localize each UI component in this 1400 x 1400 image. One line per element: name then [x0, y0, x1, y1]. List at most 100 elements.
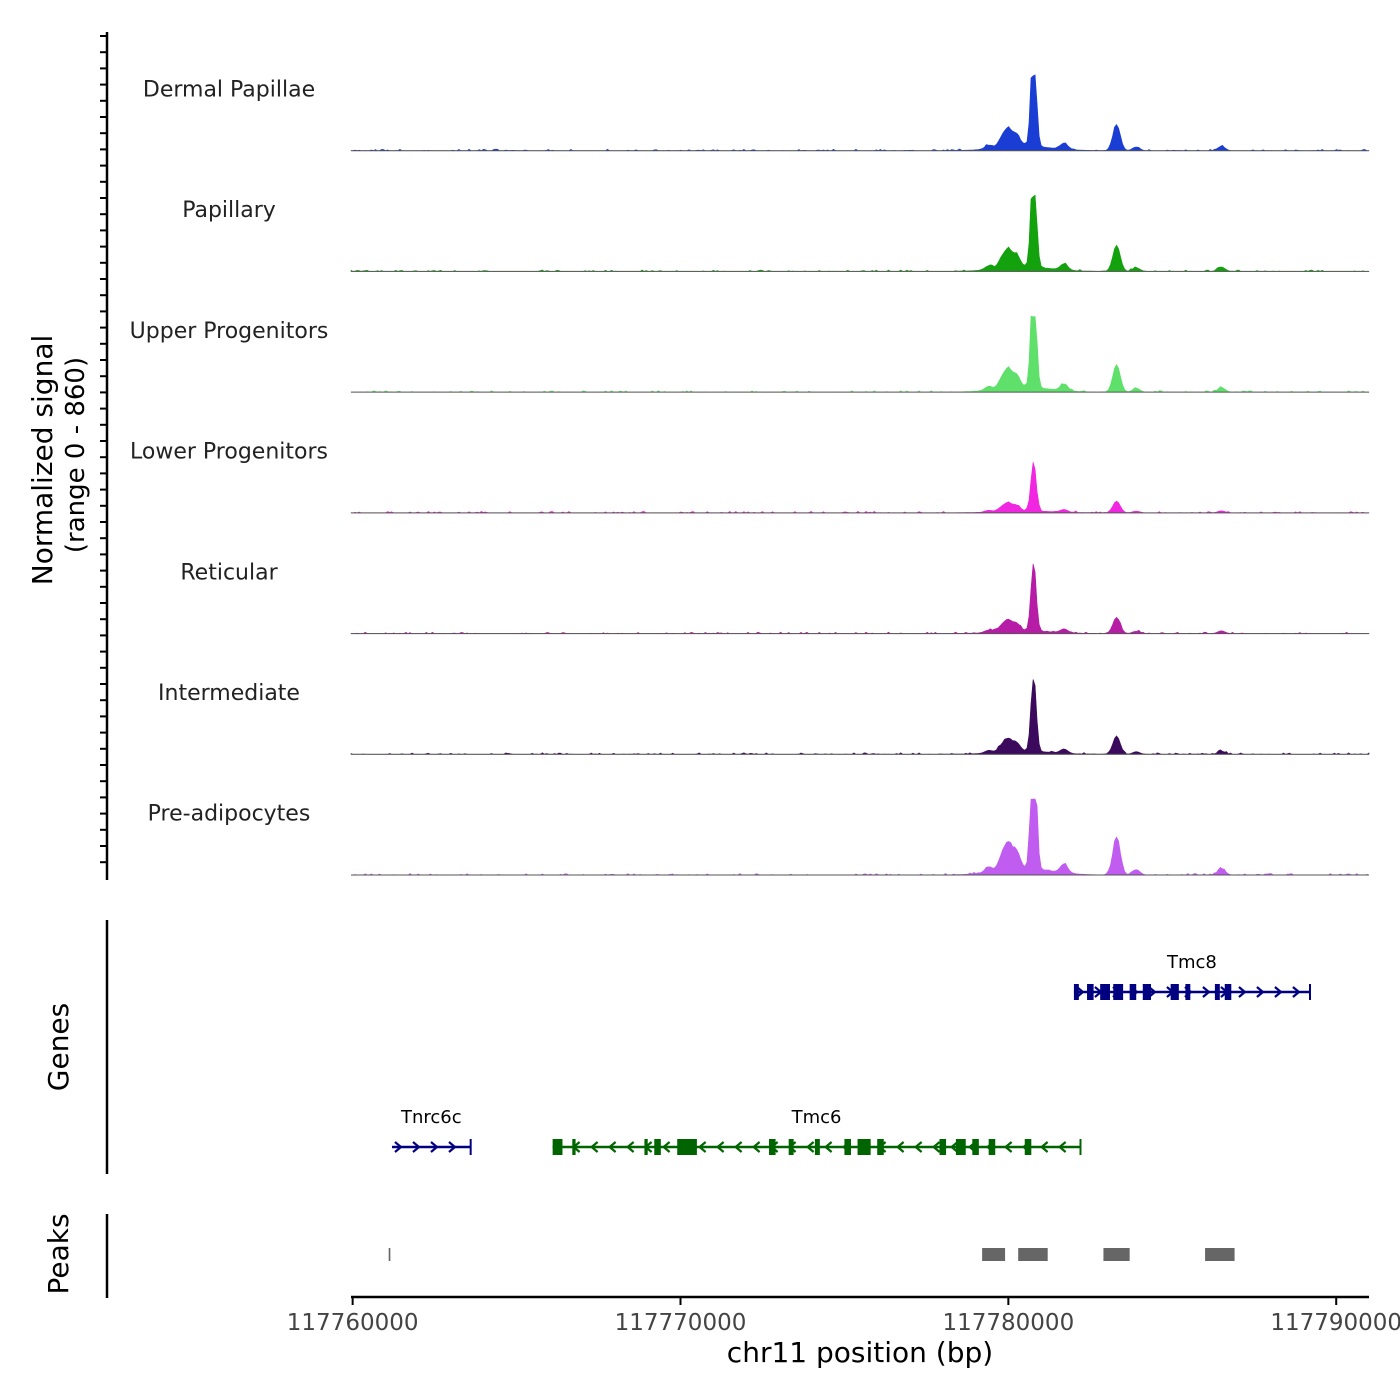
exon — [1214, 984, 1220, 1000]
x-tick-label: 117760000 — [287, 1310, 419, 1336]
peak-region — [388, 1248, 391, 1261]
strand-arrow — [1256, 986, 1265, 998]
x-tick-label: 117770000 — [615, 1310, 747, 1336]
strand-arrow — [661, 1141, 671, 1153]
exon — [1142, 984, 1151, 1000]
strand-arrow — [1202, 986, 1211, 998]
peak-region — [1205, 1248, 1235, 1261]
gene-name: Tnrc6c — [400, 1107, 462, 1128]
strand-arrow — [931, 1141, 941, 1153]
peak-region — [1103, 1248, 1130, 1261]
signal-area — [350, 462, 1370, 514]
strand-arrow — [895, 1141, 905, 1153]
track-label: Intermediate — [158, 681, 300, 706]
strand-arrow — [1039, 1141, 1049, 1153]
signal-area — [350, 74, 1370, 152]
track-upper-progenitors: Upper Progenitors — [130, 315, 1370, 393]
exon — [654, 1139, 661, 1155]
strand-arrow — [430, 1141, 439, 1153]
strand-arrow — [913, 1141, 923, 1153]
strand-arrow — [607, 1141, 617, 1153]
signal-tracks: Dermal Papillae Papillary Upper Progenitor… — [130, 74, 1370, 876]
strand-arrow — [715, 1141, 725, 1153]
x-axis-ticks: 117760000 117770000 117780000 117790000 — [287, 1297, 1400, 1336]
strand-arrow — [1292, 986, 1301, 998]
y-axis-title-line1: Normalized signal — [26, 335, 59, 586]
exon — [644, 1139, 648, 1155]
exon — [1087, 984, 1094, 1000]
strand-arrow — [1057, 1141, 1067, 1153]
track-intermediate: Intermediate — [158, 679, 1370, 755]
x-tick-label: 117790000 — [1270, 1310, 1400, 1336]
exon — [572, 1139, 576, 1155]
strand-arrow — [412, 1141, 421, 1153]
strand-arrow — [697, 1141, 707, 1153]
strand-arrow — [448, 1141, 457, 1153]
gene-tmc6: Tmc6 — [552, 1107, 1082, 1155]
exon — [1170, 984, 1179, 1000]
gene-tmc8: Tmc8 — [1073, 952, 1311, 1000]
exon — [1100, 984, 1110, 1000]
x-axis-title: chr11 position (bp) — [727, 1336, 993, 1369]
exon — [552, 1139, 563, 1155]
track-dermal-papillae: Dermal Papillae — [143, 74, 1370, 152]
strand-arrow — [625, 1141, 635, 1153]
track-reticular: Reticular — [180, 560, 1370, 635]
exon — [857, 1139, 871, 1155]
exon — [677, 1139, 697, 1155]
track-papillary: Papillary — [182, 194, 1370, 272]
track-label: Lower Progenitors — [130, 440, 328, 465]
strand-arrow — [805, 1141, 815, 1153]
peak-region — [1018, 1248, 1048, 1261]
exon — [788, 1139, 794, 1155]
strand-arrow — [589, 1141, 599, 1153]
x-tick-label: 117780000 — [943, 1310, 1075, 1336]
exon — [1185, 984, 1191, 1000]
strand-arrow — [823, 1141, 833, 1153]
exon — [1024, 1139, 1032, 1155]
signal-area — [350, 194, 1370, 272]
exon — [769, 1139, 776, 1155]
strand-arrow — [1003, 1141, 1013, 1153]
strand-arrow — [751, 1141, 761, 1153]
exon — [1113, 984, 1124, 1000]
peaks-track-label: Peaks — [42, 1213, 75, 1294]
exon — [844, 1139, 851, 1155]
track-lower-progenitors: Lower Progenitors — [130, 440, 1370, 514]
peak-region — [982, 1248, 1006, 1261]
exon — [988, 1139, 996, 1155]
exon — [1073, 984, 1079, 1000]
signal-area — [350, 679, 1370, 755]
strand-arrow — [1076, 986, 1085, 998]
exon — [939, 1139, 947, 1155]
signal-y-axis-ticks — [100, 35, 107, 864]
strand-arrow — [733, 1141, 743, 1153]
exon — [972, 1139, 979, 1155]
signal-area — [350, 563, 1370, 634]
track-label: Upper Progenitors — [130, 319, 329, 344]
track-label: Pre-adipocytes — [148, 802, 311, 827]
genes-track: Tmc8 Tnrc6c Tmc6 — [391, 952, 1311, 1155]
gene-name: Tmc6 — [791, 1107, 842, 1128]
gene-name: Tmc8 — [1166, 952, 1217, 973]
strand-arrow — [1238, 986, 1247, 998]
track-label: Dermal Papillae — [143, 77, 315, 102]
signal-area — [351, 798, 1370, 876]
track-label: Reticular — [180, 560, 278, 585]
gene-tnrc6c: Tnrc6c — [391, 1107, 472, 1155]
exon — [1129, 984, 1137, 1000]
track-label: Papillary — [182, 198, 276, 223]
strand-arrow — [394, 1141, 403, 1153]
genes-track-label: Genes — [42, 1003, 75, 1091]
y-axis-title: Normalized signal (range 0 - 860) — [26, 335, 91, 586]
exon — [1224, 984, 1232, 1000]
exon — [877, 1139, 884, 1155]
track-pre-adipocytes: Pre-adipocytes — [148, 798, 1370, 876]
strand-arrow — [949, 1141, 959, 1153]
exon — [955, 1139, 966, 1155]
peaks-track — [388, 1248, 1235, 1261]
strand-arrow — [1274, 986, 1283, 998]
signal-area — [350, 315, 1370, 393]
y-axis-title-line2: (range 0 - 860) — [61, 357, 91, 553]
